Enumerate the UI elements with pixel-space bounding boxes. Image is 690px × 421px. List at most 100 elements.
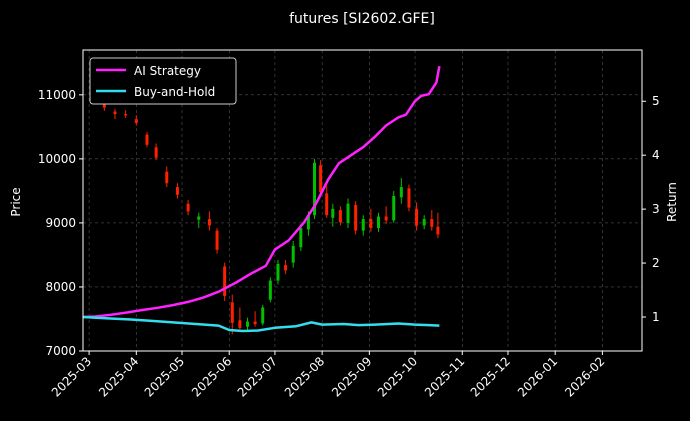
legend-box [89,57,237,105]
y-tick-label: 11000 [38,88,76,102]
candle-body [384,216,388,221]
chart-title: futures [SI2602.GFE] [289,11,435,27]
candle-body [422,219,426,226]
candle-body [346,203,350,223]
candle [113,108,117,120]
y-tick-label: 10000 [38,152,76,166]
candle [276,260,280,285]
x-tick-label: 2026-02 [562,354,607,399]
candle [313,158,317,220]
candle [361,215,365,236]
candle [215,228,219,254]
candle-body [238,320,242,328]
candle-body [276,263,280,281]
x-tick-label: 2026-01 [515,354,560,399]
candle [319,160,323,198]
x-tick-label: 2025-04 [96,354,141,399]
y2-tick-label: 4 [652,148,660,162]
candle-body [154,147,158,158]
candle [253,311,257,327]
y2-tick-label: 5 [652,94,660,108]
candle-body [186,203,190,212]
candle [407,184,411,212]
candle [134,115,138,126]
candle [165,166,169,188]
x-tick-label: 2025-09 [329,354,374,399]
candle [186,199,190,216]
candle [145,131,149,148]
candle-body [376,216,380,229]
axis-ticks: 2025-03 2025-04 2025-05 2025-06 2025-07 2025-… [38,88,660,400]
candle-body [145,134,149,145]
legend: AI Strategy Buy-and-Hold [89,57,237,105]
candle [299,224,303,252]
candle-body [291,245,295,263]
candle-body [134,119,138,124]
candle-body [354,204,358,231]
candle-body [261,307,265,324]
candle-body [436,226,440,235]
candle [154,143,158,161]
candle-body [319,165,323,193]
candle-body [268,280,272,300]
candle-body [361,219,365,231]
candle [392,190,396,223]
candle [124,110,128,118]
candle [338,206,342,226]
candle-body [299,228,303,248]
x-tick-label: 2025-05 [142,354,187,399]
candle [268,277,272,303]
candlesticks [92,82,440,335]
candle-body [197,216,201,220]
candle [246,317,250,332]
y2-axis-label: Return [665,182,679,222]
series-line-buy-and-hold [82,315,440,333]
y-tick-label: 8000 [45,280,76,294]
candle [399,178,403,204]
candle-body [215,230,219,250]
candle [230,294,234,335]
candle-body [246,321,250,327]
candle-body [325,193,329,216]
candle [436,212,440,239]
candle-body [338,210,342,223]
candle [331,203,335,227]
candle [325,185,329,218]
candle-body [407,188,411,208]
legend-label-ai-strategy: AI Strategy [134,64,201,78]
candle-body [392,196,396,221]
candle-body [207,219,211,226]
candle-body [369,219,373,229]
x-tick-label: 2025-07 [235,354,280,399]
x-tick-label: 2025-06 [189,354,234,399]
y-tick-label: 9000 [45,216,76,230]
return-lines [82,65,441,333]
x-tick-label: 2025-03 [49,354,94,399]
y2-tick-label: 1 [652,310,660,324]
candle [415,202,419,231]
candle [376,212,380,232]
candle [346,198,350,229]
candle [238,307,242,330]
candle [354,201,358,235]
candle-body [113,111,117,115]
y-axis-label: Price [9,187,23,216]
series-line-ai-strategy [82,65,441,319]
plot-frame [82,49,643,352]
candle [430,210,434,231]
candle-body [415,208,419,226]
x-tick-label: 2025-10 [375,354,420,399]
candle [291,240,295,268]
x-tick-label: 2025-12 [468,354,513,399]
candle-body [430,219,434,227]
candle [175,183,179,199]
candle-body [306,215,310,230]
candle [197,212,201,229]
candle-body [399,187,403,198]
x-tick-label: 2025-11 [422,354,467,399]
candle-body [175,187,179,195]
candle [384,206,388,225]
candle-body [223,266,227,296]
